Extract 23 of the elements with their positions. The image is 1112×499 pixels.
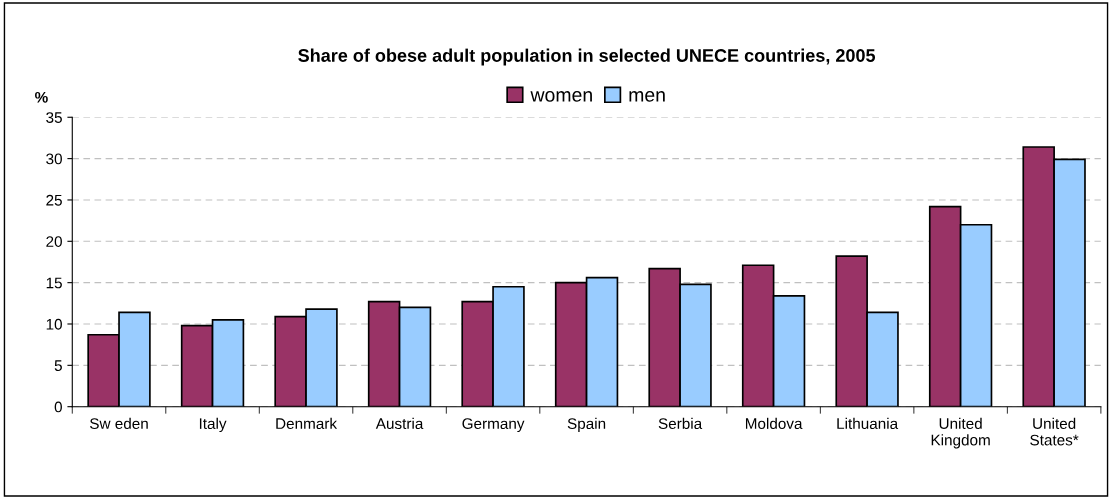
y-axis-title: % bbox=[35, 91, 48, 103]
y-tick-label: 30 bbox=[46, 153, 62, 165]
x-tick-label: Italy bbox=[199, 417, 227, 433]
y-tick-label: 35 bbox=[46, 112, 62, 123]
x-tick-label: Austria bbox=[375, 417, 424, 430]
y-tick-label: 25 bbox=[46, 194, 62, 206]
x-tick-label: Lithuania bbox=[837, 417, 899, 430]
chart-title: Share of obese adult population in selected UNECE countries, 2005 bbox=[298, 48, 876, 66]
y-tick-label: 5 bbox=[54, 360, 62, 372]
y-tick-label: 0 bbox=[54, 401, 62, 413]
x-tick-label: Sw eden bbox=[90, 417, 148, 430]
x-tick-label: United Kingdom bbox=[931, 417, 990, 449]
x-tick-label: Serbia bbox=[658, 417, 703, 430]
x-tick-label: Germany bbox=[462, 418, 525, 433]
y-tick-label: 20 bbox=[46, 236, 62, 247]
x-tick-label: Denmark bbox=[276, 417, 338, 430]
x-tick-label: Spain bbox=[567, 417, 606, 433]
legend-label: men bbox=[629, 91, 665, 102]
y-tick-label: 15 bbox=[46, 277, 62, 289]
x-tick-label: United States* bbox=[1030, 417, 1079, 446]
x-tick-label: Moldova bbox=[745, 417, 803, 430]
y-tick-label: 10 bbox=[46, 318, 62, 330]
legend-label: women bbox=[530, 91, 592, 102]
